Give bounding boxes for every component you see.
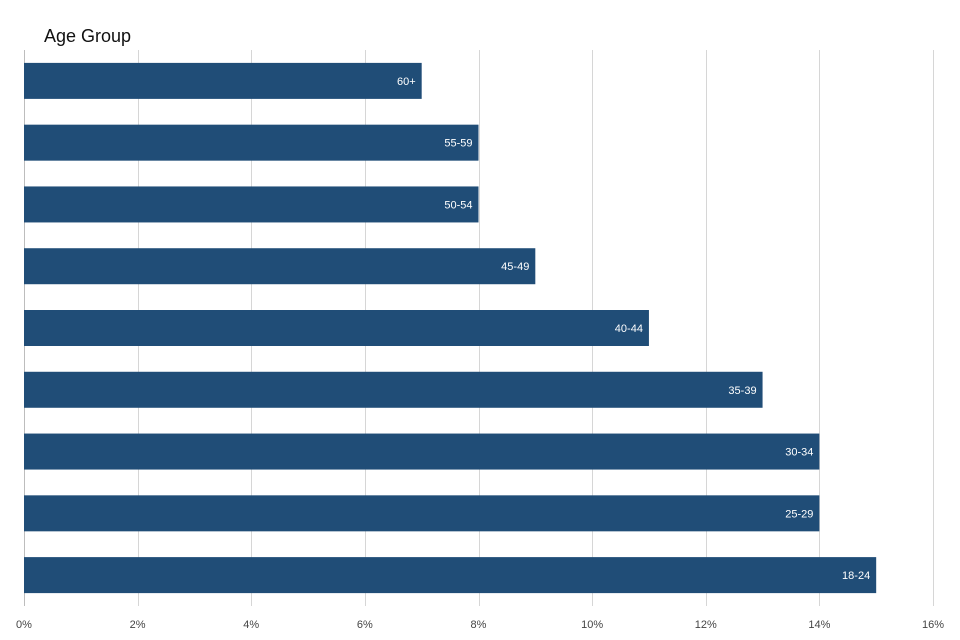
bars: 60+ 55-59 50-54 45-49 40-44 35-39 30-34 25-29 18… bbox=[24, 62, 877, 594]
bar-60+ bbox=[24, 62, 422, 99]
x-tick-label: 4% bbox=[243, 619, 259, 631]
bar-category-label: 60+ bbox=[397, 76, 416, 88]
x-axis-ticks: 0% 2% 4% 6% 8% 10% 12% 14% 16% bbox=[16, 619, 944, 631]
bar-18-24 bbox=[24, 557, 877, 594]
bar-40-44 bbox=[24, 310, 649, 346]
bar-55-59 bbox=[24, 124, 479, 161]
x-tick-label: 14% bbox=[808, 619, 830, 631]
bar-category-label: 35-39 bbox=[728, 385, 756, 397]
x-tick-label: 0% bbox=[16, 619, 32, 631]
bar-50-54 bbox=[24, 186, 479, 223]
bar-35-39 bbox=[24, 371, 763, 408]
bar-category-label: 18-24 bbox=[842, 570, 870, 582]
bar-category-label: 30-34 bbox=[785, 447, 813, 459]
x-tick-label: 16% bbox=[922, 619, 944, 631]
x-tick-label: 2% bbox=[130, 619, 146, 631]
bar-category-label: 25-29 bbox=[785, 508, 813, 520]
bar-30-34 bbox=[24, 433, 820, 470]
bar-45-49 bbox=[24, 248, 536, 285]
bar-category-label: 55-59 bbox=[444, 138, 472, 150]
bar-category-label: 45-49 bbox=[501, 261, 529, 273]
bar-category-label: 50-54 bbox=[444, 199, 472, 211]
x-tick-label: 6% bbox=[357, 619, 373, 631]
x-tick-label: 8% bbox=[471, 619, 487, 631]
x-tick-label: 10% bbox=[581, 619, 603, 631]
chart-title: Age Group bbox=[44, 26, 131, 46]
bar-25-29 bbox=[24, 495, 820, 532]
bar-category-label: 40-44 bbox=[615, 323, 643, 335]
x-tick-label: 12% bbox=[695, 619, 717, 631]
